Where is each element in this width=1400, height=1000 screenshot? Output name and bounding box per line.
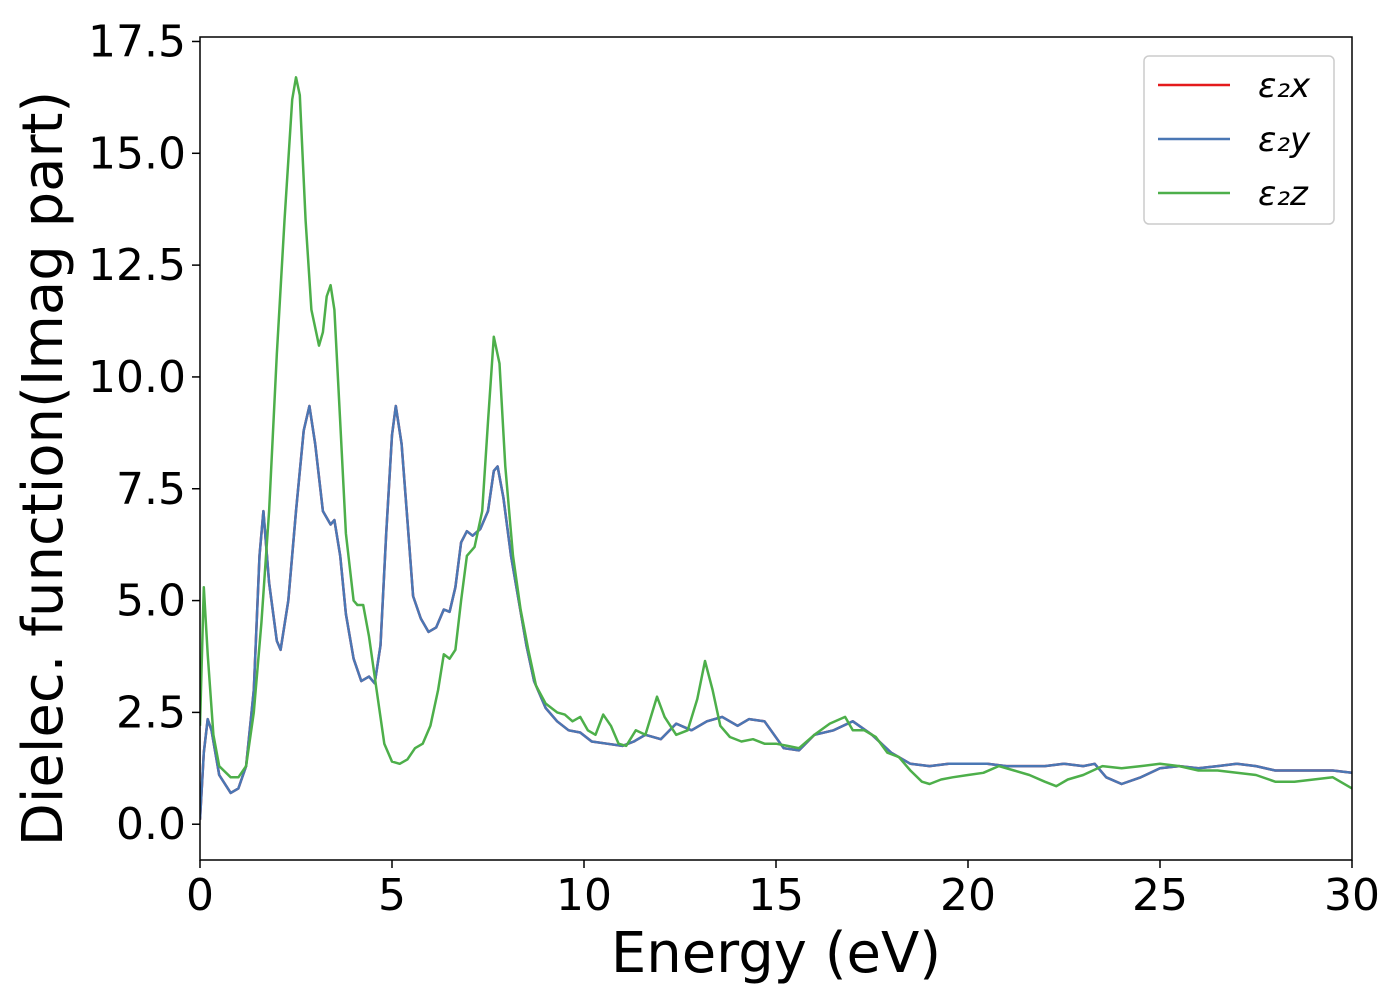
y-tick-label: 7.5 (116, 464, 186, 515)
y-tick-label: 2.5 (116, 687, 186, 738)
x-axis-label: Energy (eV) (611, 921, 941, 986)
legend-box (1143, 55, 1335, 225)
x-tick-label: 5 (378, 870, 406, 921)
legend-label: ε₂y (1258, 120, 1311, 160)
series-line-1 (200, 404, 1352, 820)
series-line-2 (200, 76, 1352, 790)
x-tick-label: 0 (186, 870, 214, 921)
x-axis: 0 5 10 15 20 25 30 (186, 860, 1380, 921)
x-tick-label: 10 (556, 870, 612, 921)
series-line-0 (200, 404, 1352, 820)
y-tick-label: 12.5 (88, 240, 186, 291)
y-axis-label: Dielec. function(Imag part) (11, 91, 76, 847)
y-tick-label: 5.0 (116, 576, 186, 627)
x-tick-label: 25 (1132, 870, 1188, 921)
legend-label: ε₂z (1258, 174, 1309, 214)
x-tick-label: 15 (748, 870, 804, 921)
y-axis: 0.0 2.5 5.0 7.5 10.0 12.5 15.0 17.5 (88, 16, 200, 850)
y-tick-label: 0.0 (116, 799, 186, 850)
legend: ε₂x ε₂y ε₂z (1143, 55, 1335, 225)
x-tick-label: 30 (1324, 870, 1380, 921)
y-tick-label: 15.0 (88, 128, 186, 179)
legend-label: ε₂x (1258, 66, 1311, 106)
x-tick-label: 20 (940, 870, 996, 921)
y-tick-label: 17.5 (88, 16, 186, 67)
y-tick-label: 10.0 (88, 352, 186, 403)
plot-lines (200, 76, 1352, 820)
